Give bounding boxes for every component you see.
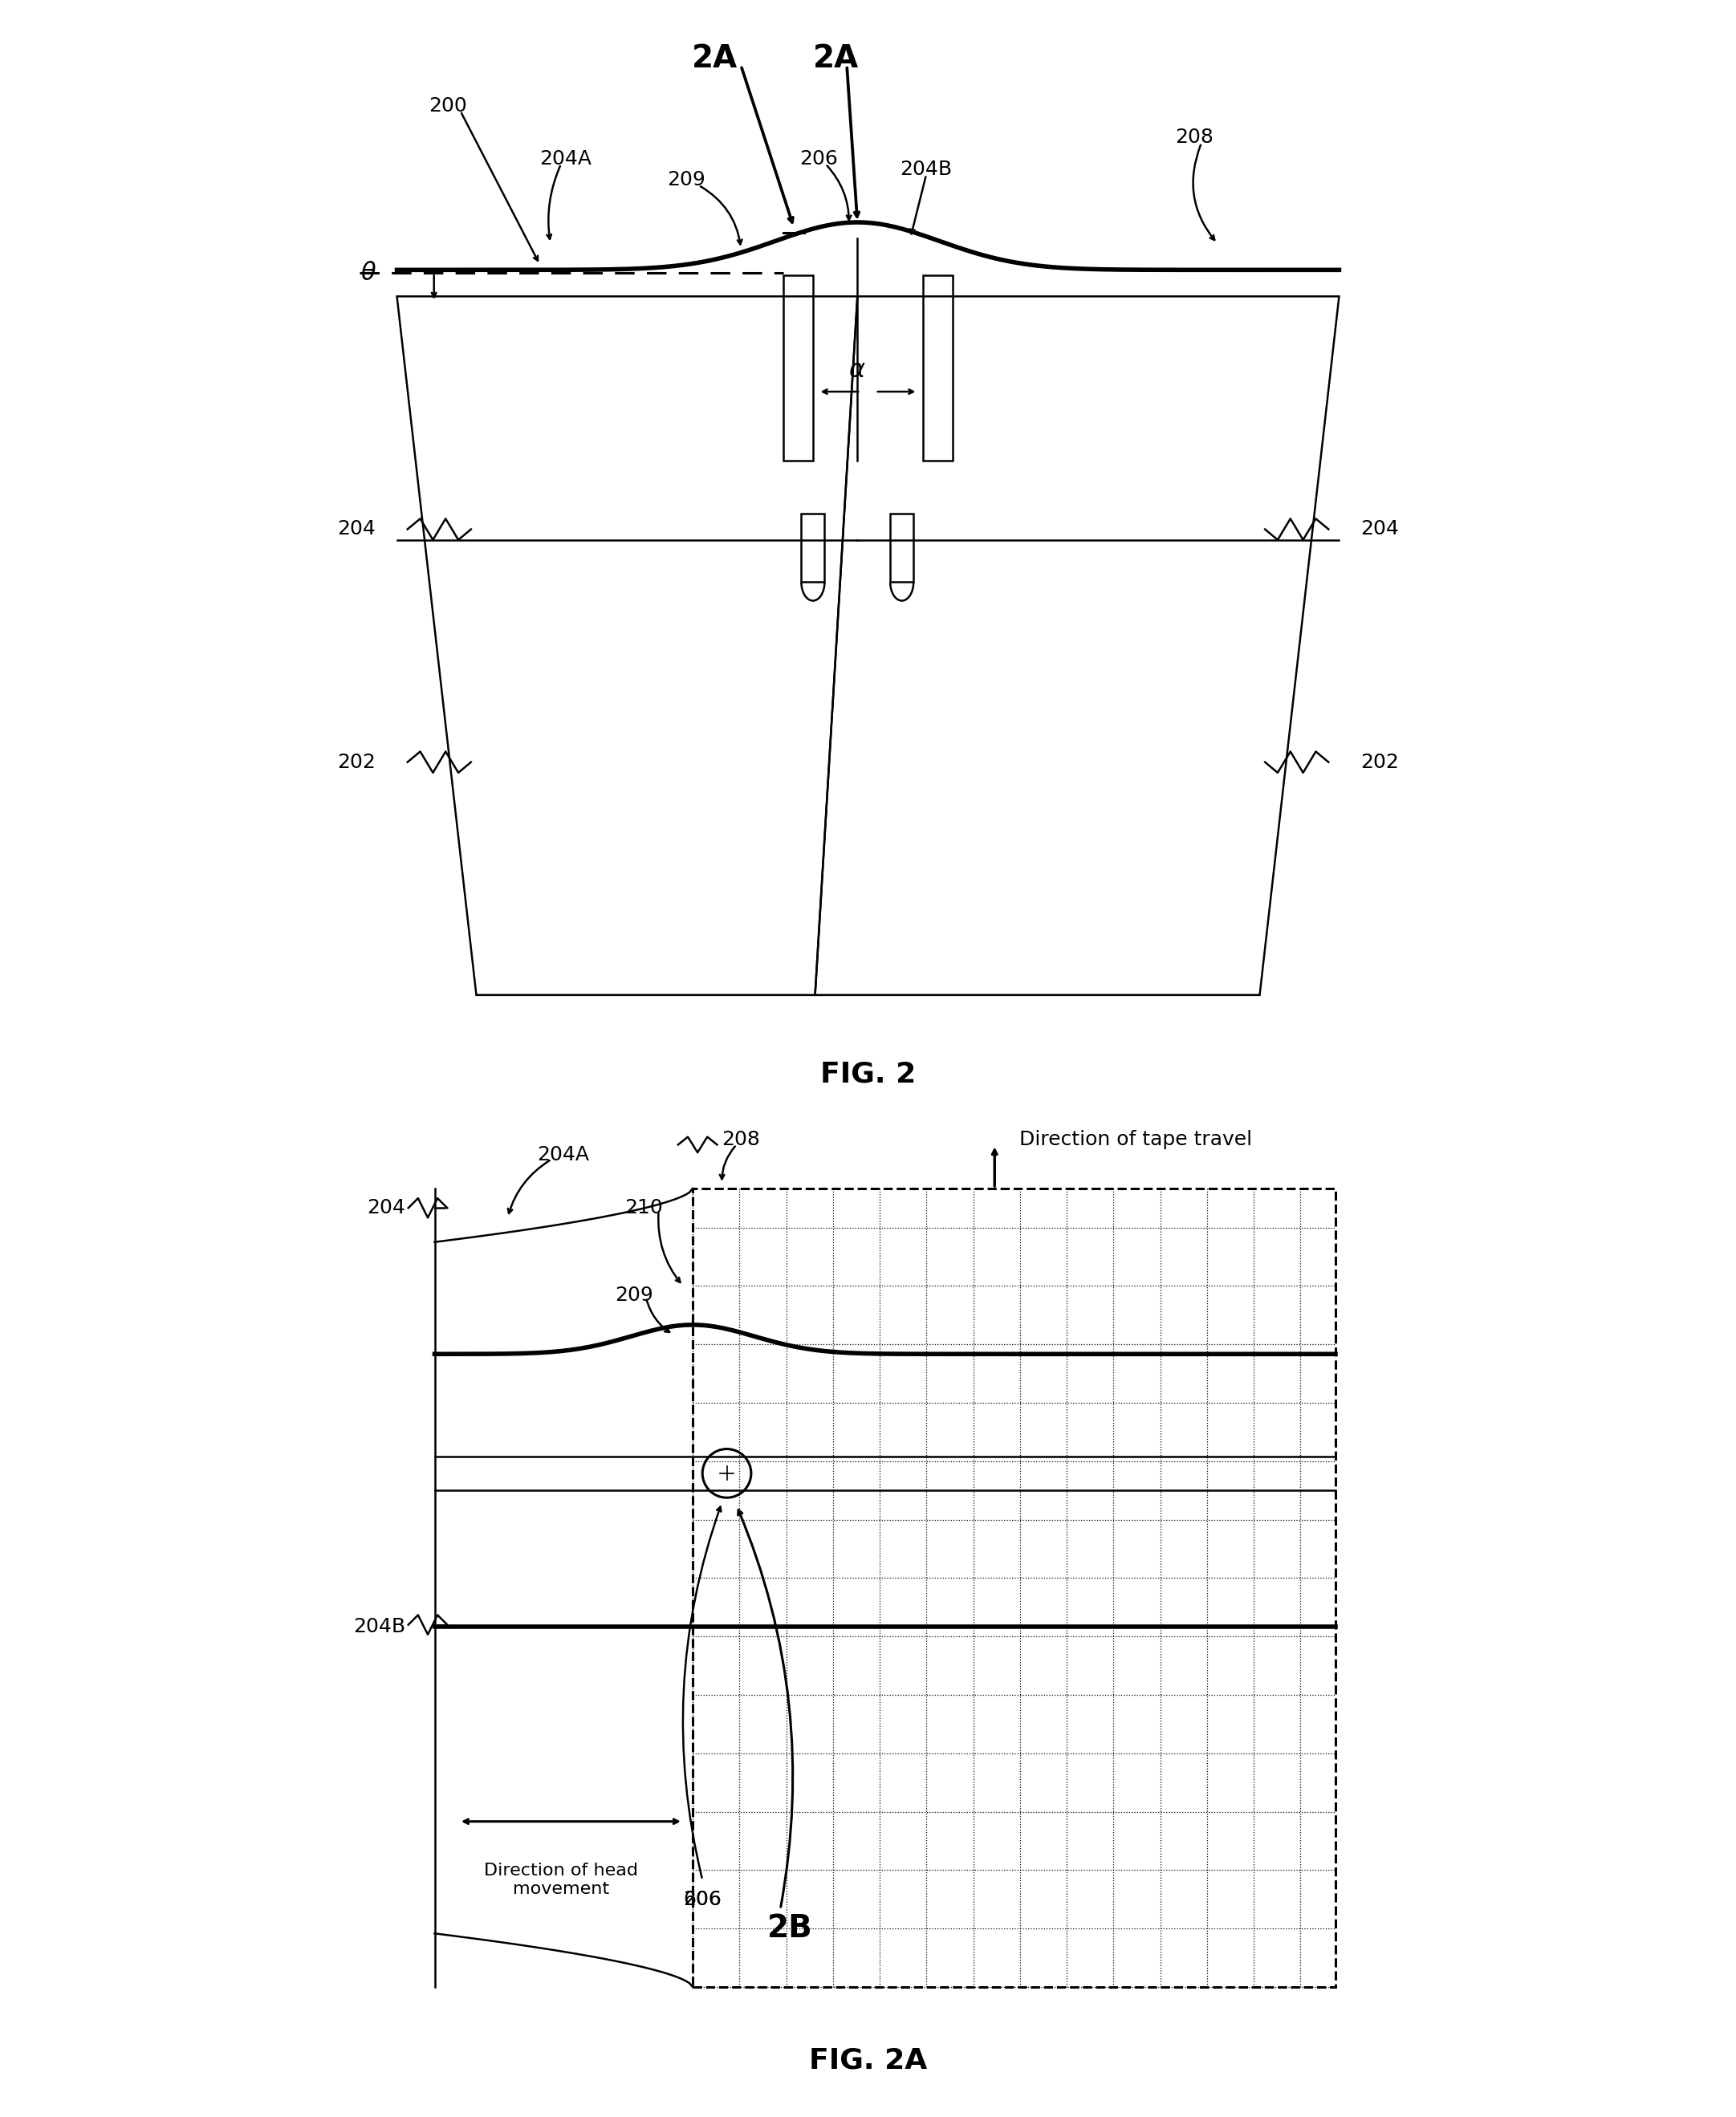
Text: 209: 209 <box>667 169 705 191</box>
Text: 204B: 204B <box>352 1617 406 1636</box>
Text: 204B: 204B <box>899 159 951 180</box>
Text: 204: 204 <box>1361 519 1399 540</box>
Text: 606: 606 <box>682 1890 722 1910</box>
Bar <box>783 275 812 462</box>
Text: Direction of tape travel: Direction of tape travel <box>1019 1130 1252 1150</box>
Text: 206: 206 <box>799 148 837 169</box>
Text: 2B: 2B <box>767 1914 812 1943</box>
Text: 204: 204 <box>337 519 375 540</box>
Bar <box>802 514 825 582</box>
Text: 208: 208 <box>722 1130 760 1150</box>
Text: 206: 206 <box>682 1890 722 1910</box>
Text: FIG. 2A: FIG. 2A <box>809 2047 927 2075</box>
Text: FIG. 2: FIG. 2 <box>819 1061 917 1088</box>
Text: 2A: 2A <box>812 42 859 74</box>
Text: 210: 210 <box>625 1198 663 1217</box>
Text: 200: 200 <box>429 95 467 116</box>
Bar <box>693 1188 1335 1988</box>
Text: 208: 208 <box>1175 127 1213 148</box>
Text: 209: 209 <box>615 1285 653 1306</box>
Text: 202: 202 <box>1361 752 1399 773</box>
Text: 204: 204 <box>366 1198 406 1217</box>
Text: $\alpha$: $\alpha$ <box>849 360 866 381</box>
Text: 204A: 204A <box>536 1145 589 1164</box>
Text: 2A: 2A <box>691 42 738 74</box>
Text: $\theta$: $\theta$ <box>361 263 377 284</box>
Bar <box>924 275 953 462</box>
Text: Direction of head
movement: Direction of head movement <box>484 1863 639 1897</box>
Text: 204A: 204A <box>540 148 592 169</box>
Bar <box>891 514 913 582</box>
Text: 202: 202 <box>337 752 375 773</box>
